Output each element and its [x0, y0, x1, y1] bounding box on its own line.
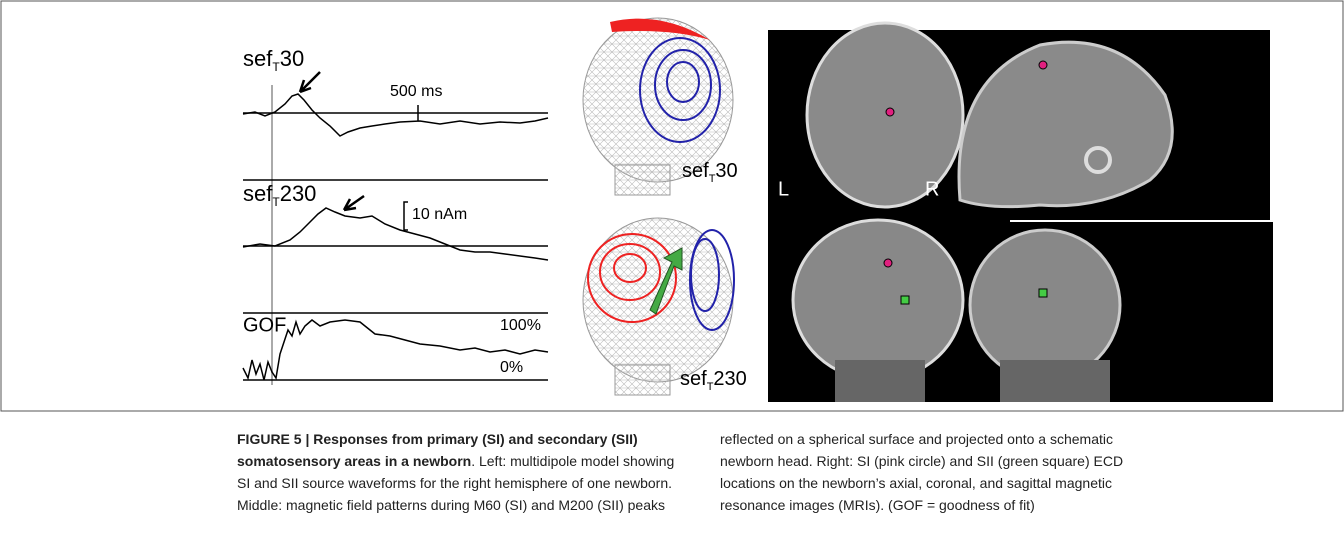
contour — [689, 229, 735, 331]
trace-label: sefT230 — [243, 181, 316, 209]
mri-sagittal-2 — [968, 228, 1122, 382]
si-marker — [885, 107, 895, 117]
head-label: sefT230 — [680, 368, 747, 393]
time-scale: 500 ms — [390, 83, 442, 100]
contour — [666, 61, 700, 103]
waveform — [242, 319, 549, 381]
mri-coronal-base — [835, 360, 925, 402]
contour — [587, 233, 677, 323]
figure-frame — [0, 0, 1344, 412]
amplitude-bracket — [403, 201, 408, 231]
contour — [639, 37, 721, 143]
gof-top: 100% — [500, 317, 541, 334]
waveform-panel: sefT30 500 ms sefT230 10 nAm GOF 100% 0% — [242, 46, 549, 385]
head-top: sefT30 — [582, 17, 738, 196]
trace-label: GOF — [243, 314, 286, 336]
sii-marker — [1038, 288, 1048, 298]
waveform — [242, 207, 549, 261]
arrow — [298, 71, 321, 94]
mri-panel: L R — [768, 21, 1273, 402]
contour — [654, 49, 712, 121]
arrow — [342, 194, 365, 212]
mri-coronal — [791, 218, 965, 382]
head-bottom: sefT230 — [582, 217, 747, 396]
contour — [610, 18, 710, 40]
neck-mesh — [614, 164, 671, 196]
head-label: sefT30 — [682, 160, 738, 185]
trace-label: sefT30 — [243, 46, 304, 74]
side-label: L — [778, 178, 789, 200]
neck-mesh — [614, 364, 671, 396]
side-label: R — [925, 178, 939, 200]
si-marker — [883, 258, 893, 268]
contour — [599, 243, 661, 301]
figure: sefT30 500 ms sefT230 10 nAm GOF 100% 0%… — [0, 0, 1344, 412]
mri-sagittal — [957, 40, 1174, 209]
amplitude-scale: 10 nAm — [412, 206, 467, 223]
dipole-arrow — [649, 247, 683, 315]
mri-axial — [805, 21, 965, 209]
contour — [613, 253, 647, 283]
caption: FIGURE 5 | Responses from primary (SI) a… — [237, 428, 1167, 516]
caption-body: . Left: multidipole model showing SI and… — [237, 431, 1124, 513]
sii-marker — [900, 295, 910, 305]
mri-eye — [1084, 146, 1112, 174]
waveform — [242, 93, 549, 137]
mri-sagittal-base — [1000, 360, 1110, 402]
caption-heading: FIGURE 5 | Responses from primary (SI) a… — [237, 431, 638, 469]
gof-bottom: 0% — [500, 359, 523, 376]
si-marker — [1038, 60, 1048, 70]
